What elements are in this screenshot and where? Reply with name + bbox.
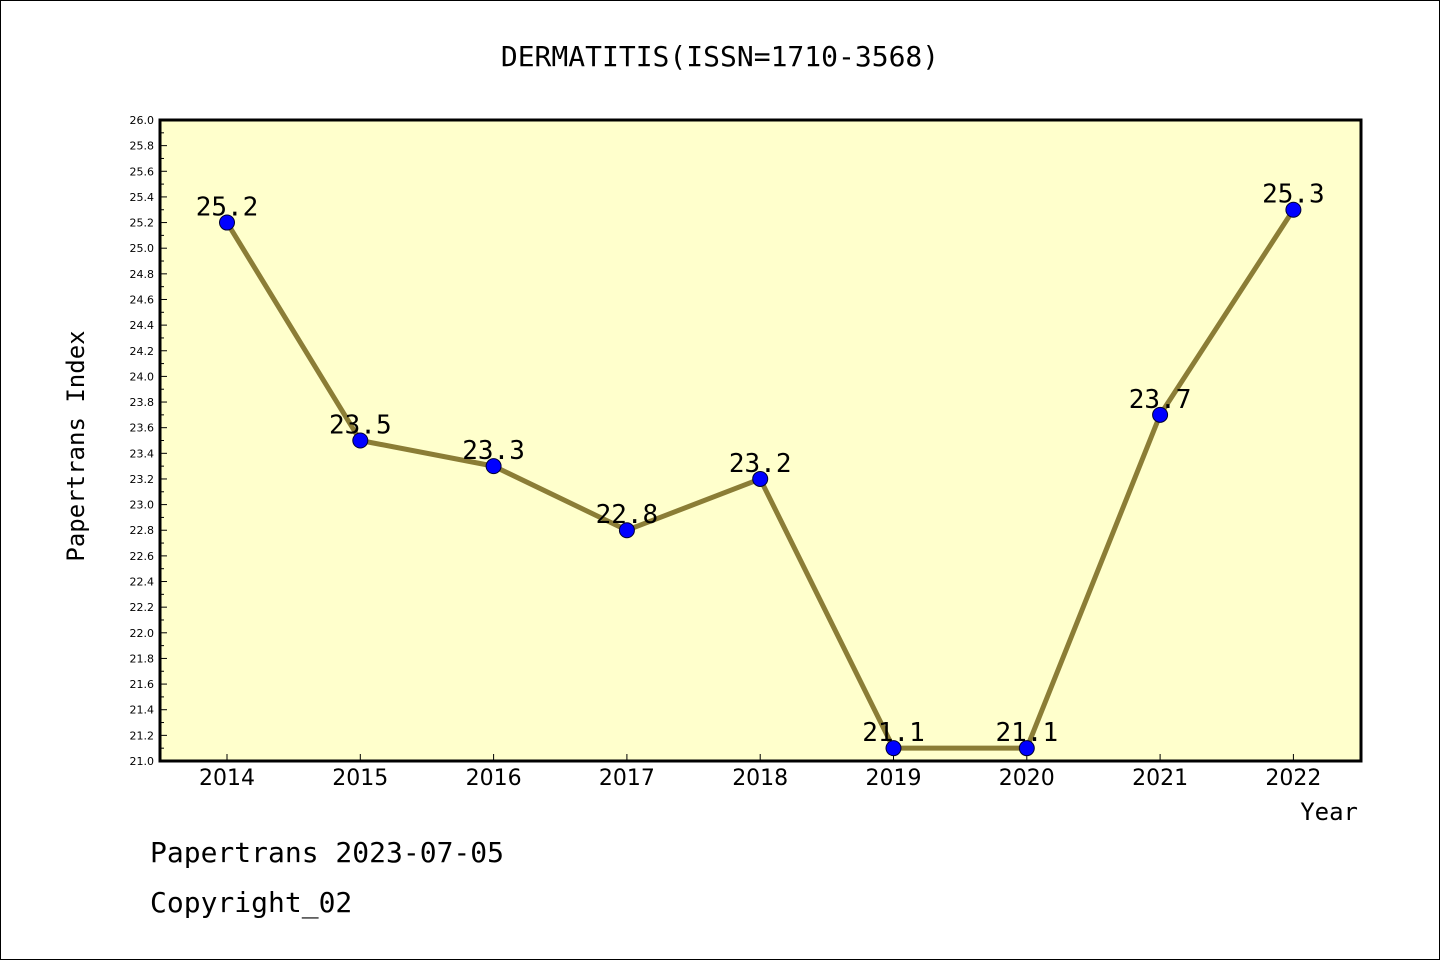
x-ticks: 2014 2015 2016 2017 2018 2019 2020 2021 2022 xyxy=(199,754,1321,791)
y-tick-label: 21.4 xyxy=(130,704,155,717)
data-point xyxy=(1152,406,1169,423)
y-tick-label: 21.8 xyxy=(130,652,155,665)
chart-title: DERMATITIS(ISSN=1710-3568) xyxy=(501,40,939,73)
x-tick-label: 2015 xyxy=(332,766,388,791)
data-point xyxy=(618,522,635,539)
data-point xyxy=(1018,740,1035,757)
y-tick-label: 24.2 xyxy=(130,345,155,358)
data-label: 25.3 xyxy=(1262,180,1325,210)
y-tick-label: 22.0 xyxy=(130,627,155,640)
x-tick-label: 2022 xyxy=(1265,766,1321,791)
y-tick-label: 21.2 xyxy=(130,729,155,742)
y-tick-label: 23.6 xyxy=(130,422,155,435)
y-ticks: 21.0 21.2 21.4 21.6 21.8 22.0 22.2 22.4 22.6 22.8… xyxy=(130,114,167,768)
y-tick-label: 26.0 xyxy=(130,114,155,127)
y-tick-label: 22.6 xyxy=(130,550,155,563)
data-label: 21.1 xyxy=(995,718,1058,748)
y-tick-label: 22.4 xyxy=(130,576,155,589)
x-tick-label: 2021 xyxy=(1132,766,1188,791)
y-axis-label: Papertrans Index xyxy=(62,330,90,561)
y-tick-label: 21.6 xyxy=(130,678,155,691)
x-tick-label: 2018 xyxy=(732,766,788,791)
x-tick-label: 2016 xyxy=(466,766,522,791)
footer-date: Papertrans 2023-07-05 xyxy=(150,836,505,869)
y-tick-label: 25.4 xyxy=(130,191,155,204)
plot-border xyxy=(158,118,1363,763)
y-tick-label: 24.0 xyxy=(130,370,155,383)
data-point xyxy=(485,458,502,475)
y-tick-label: 21.0 xyxy=(130,755,155,768)
data-label: 23.7 xyxy=(1129,385,1192,415)
y-tick-label: 25.6 xyxy=(130,165,155,178)
y-tick-label: 23.4 xyxy=(130,447,155,460)
x-axis-label: Year xyxy=(1300,798,1358,826)
data-point xyxy=(219,214,235,231)
data-label: 21.1 xyxy=(862,718,925,748)
footer-copyright: Copyright_02 xyxy=(150,886,353,919)
plot-area xyxy=(160,120,1361,761)
x-tick-label: 2020 xyxy=(999,766,1055,791)
x-tick-label: 2017 xyxy=(599,766,655,791)
y-tick-label: 24.4 xyxy=(130,319,155,332)
data-point xyxy=(1285,201,1302,218)
y-tick-label: 22.2 xyxy=(130,601,155,614)
data-label: 23.5 xyxy=(329,411,392,441)
y-tick-label: 25.8 xyxy=(130,140,155,153)
x-tick-label: 2019 xyxy=(866,766,922,791)
data-label: 23.2 xyxy=(729,449,792,479)
data-label: 25.2 xyxy=(196,193,259,223)
data-label: 23.3 xyxy=(462,436,525,466)
data-point xyxy=(752,470,769,487)
y-tick-label: 22.8 xyxy=(130,524,155,537)
y-tick-label: 23.0 xyxy=(130,499,155,512)
y-tick-label: 25.0 xyxy=(130,242,155,255)
y-tick-label: 25.2 xyxy=(130,217,155,230)
data-point xyxy=(885,740,902,757)
data-label: 22.8 xyxy=(596,500,659,530)
x-tick-label: 2014 xyxy=(199,766,255,791)
y-tick-label: 24.6 xyxy=(130,293,155,306)
y-tick-label: 23.8 xyxy=(130,396,155,409)
y-tick-label: 24.8 xyxy=(130,268,155,281)
series: 25.2 23.5 23.3 22.8 23.2 21.1 21.1 23.7 25.3 xyxy=(196,180,1325,757)
data-point xyxy=(352,432,369,449)
y-tick-label: 23.2 xyxy=(130,473,155,486)
